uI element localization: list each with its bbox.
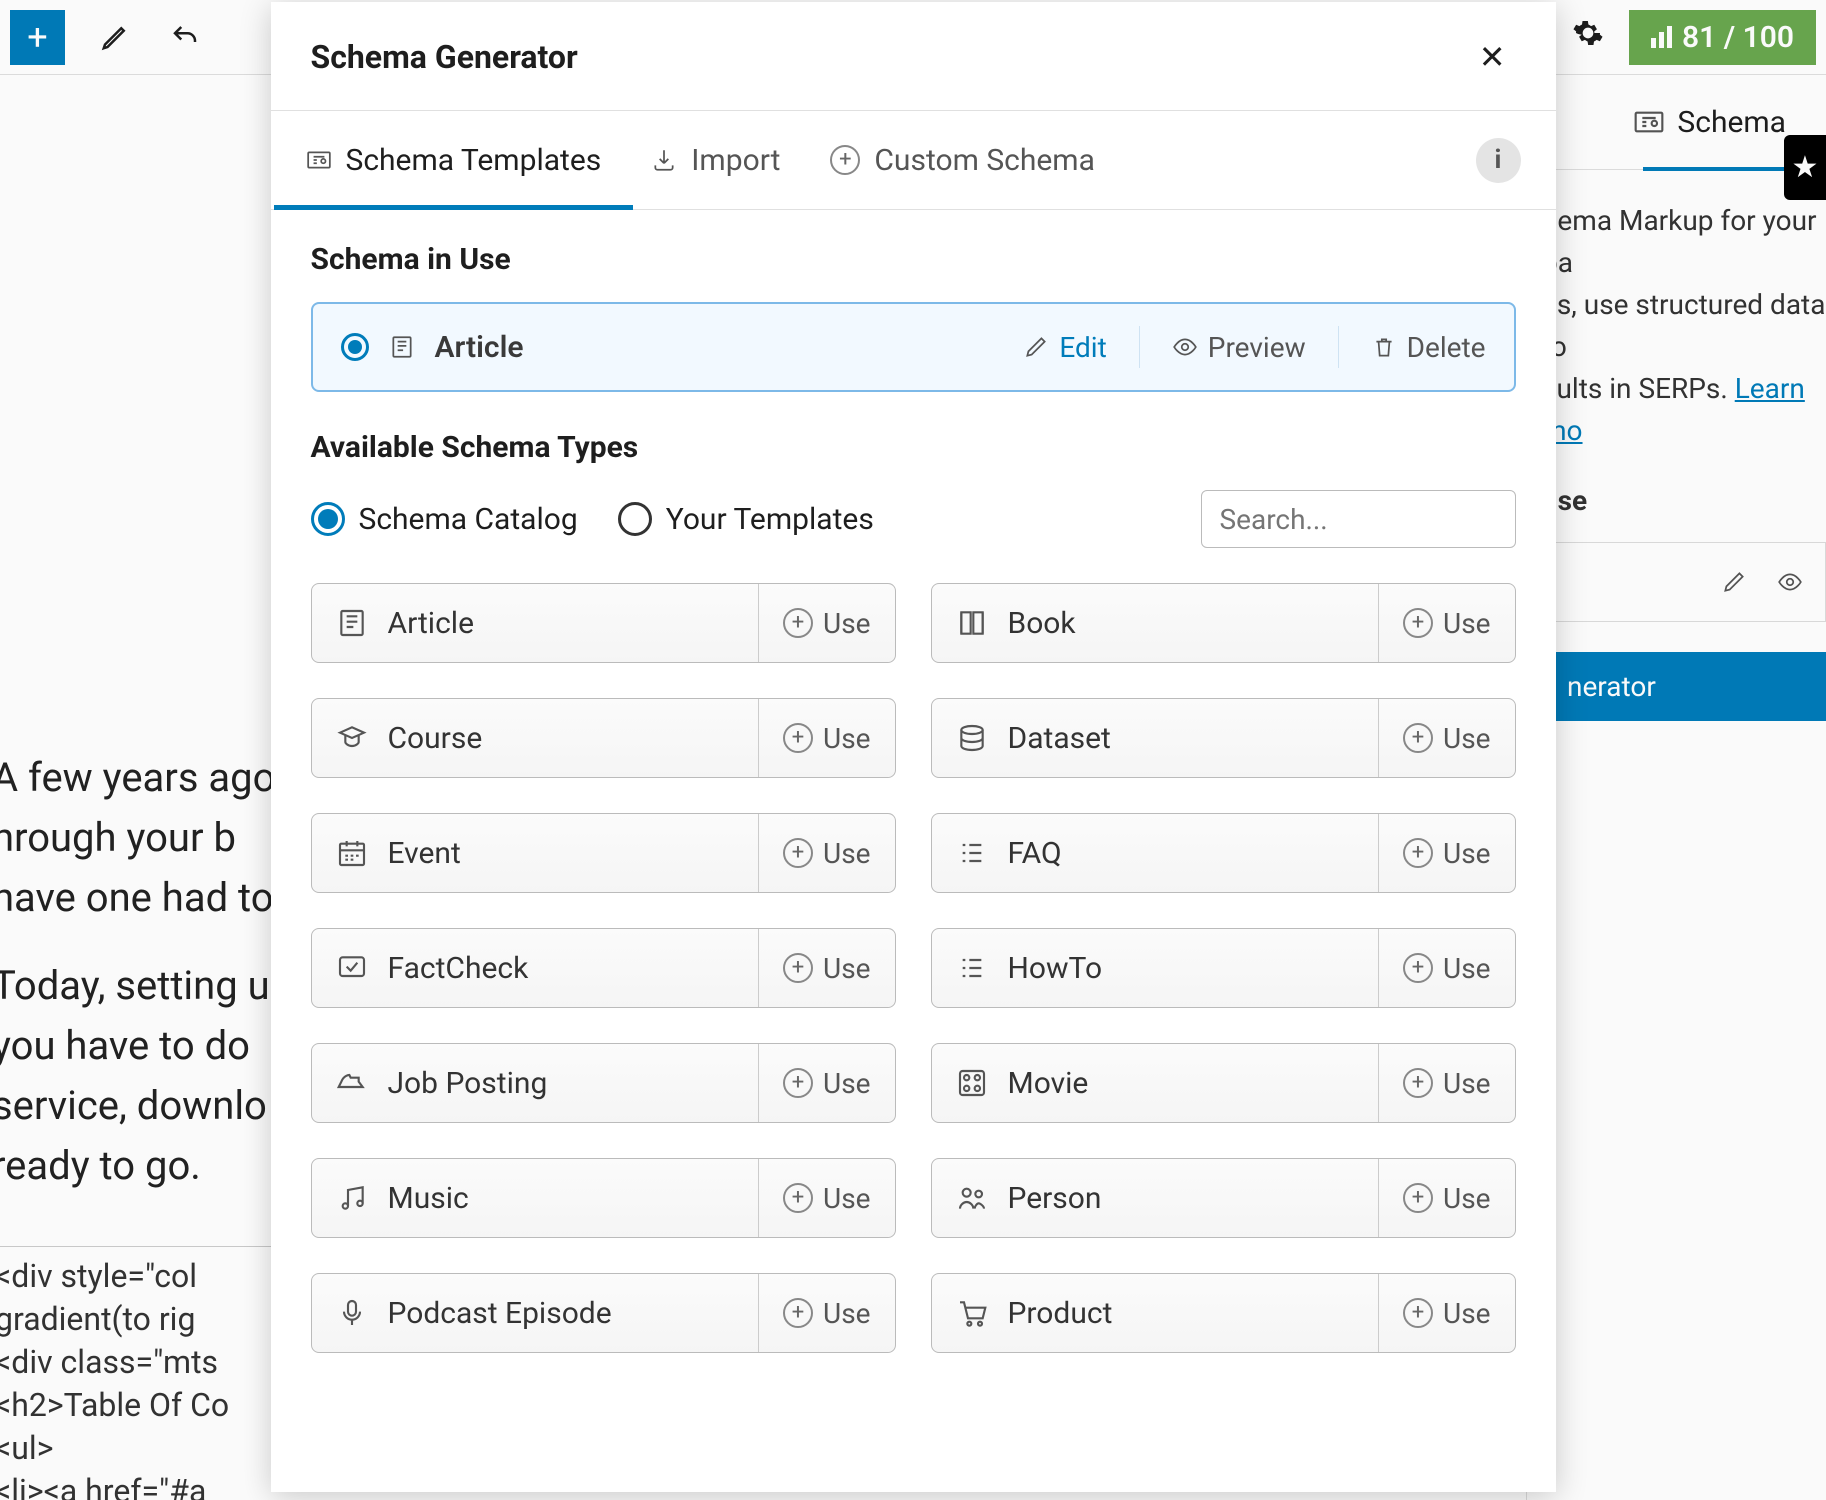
section-in-use-heading: Schema in Use	[311, 242, 1516, 277]
delete-button[interactable]: Delete	[1371, 331, 1486, 364]
schema-type-course: Course+Use	[311, 698, 896, 778]
section-available-heading: Available Schema Types	[311, 430, 1516, 465]
radio-your-templates[interactable]: Your Templates	[618, 502, 874, 537]
schema-type-label: Movie	[932, 1066, 1379, 1101]
use-button[interactable]: +Use	[758, 699, 894, 777]
schema-type-movie: Movie+Use	[931, 1043, 1516, 1123]
modal-overlay: Schema Generator ✕ Schema Templates Impo…	[0, 0, 1826, 1500]
schema-type-label: Book	[932, 606, 1379, 641]
tab-schema-templates[interactable]: Schema Templates	[306, 111, 602, 209]
schema-type-book: Book+Use	[931, 583, 1516, 663]
radio-selected-icon[interactable]	[341, 333, 369, 361]
use-button[interactable]: +Use	[1378, 584, 1514, 662]
plus-icon: +	[830, 145, 860, 175]
schema-type-label: Job Posting	[312, 1066, 759, 1101]
use-button[interactable]: +Use	[758, 1044, 894, 1122]
use-button[interactable]: +Use	[758, 929, 894, 1007]
info-icon[interactable]: i	[1476, 138, 1521, 183]
use-button[interactable]: +Use	[1378, 699, 1514, 777]
filter-row: Schema Catalog Your Templates	[311, 490, 1516, 548]
schema-type-event: Event+Use	[311, 813, 896, 893]
search-input[interactable]	[1201, 490, 1516, 548]
schema-generator-modal: Schema Generator ✕ Schema Templates Impo…	[271, 2, 1556, 1492]
schema-type-label: Person	[932, 1181, 1379, 1216]
edit-button[interactable]: Edit	[1023, 331, 1106, 364]
schema-type-howto: HowTo+Use	[931, 928, 1516, 1008]
close-icon[interactable]: ✕	[1469, 34, 1516, 80]
use-button[interactable]: +Use	[758, 584, 894, 662]
use-button[interactable]: +Use	[758, 1159, 894, 1237]
schema-type-label: HowTo	[932, 951, 1379, 986]
schema-type-faq: FAQ+Use	[931, 813, 1516, 893]
use-button[interactable]: +Use	[1378, 1159, 1514, 1237]
schema-type-label: Course	[312, 721, 759, 756]
schema-type-label: FAQ	[932, 836, 1379, 871]
use-button[interactable]: +Use	[1378, 814, 1514, 892]
use-button[interactable]: +Use	[758, 814, 894, 892]
schema-type-factcheck: FactCheck+Use	[311, 928, 896, 1008]
modal-title: Schema Generator	[311, 38, 578, 76]
radio-schema-catalog[interactable]: Schema Catalog	[311, 502, 578, 537]
schema-type-label: Event	[312, 836, 759, 871]
schema-type-dataset: Dataset+Use	[931, 698, 1516, 778]
schema-type-podcast-episode: Podcast Episode+Use	[311, 1273, 896, 1353]
in-use-name: Article	[435, 330, 524, 365]
schema-type-label: Music	[312, 1181, 759, 1216]
schema-type-grid: Article+UseBook+UseCourse+UseDataset+Use…	[311, 583, 1516, 1353]
use-button[interactable]: +Use	[1378, 929, 1514, 1007]
schema-in-use-row: Article Edit Preview Delete	[311, 302, 1516, 392]
use-button[interactable]: +Use	[1378, 1044, 1514, 1122]
schema-type-article: Article+Use	[311, 583, 896, 663]
tab-import[interactable]: Import	[651, 111, 780, 209]
schema-type-product: Product+Use	[931, 1273, 1516, 1353]
use-button[interactable]: +Use	[1378, 1274, 1514, 1352]
article-icon	[389, 334, 415, 360]
schema-type-label: FactCheck	[312, 951, 759, 986]
schema-type-label: Dataset	[932, 721, 1379, 756]
tab-custom-schema[interactable]: + Custom Schema	[830, 111, 1095, 209]
schema-type-person: Person+Use	[931, 1158, 1516, 1238]
preview-button[interactable]: Preview	[1172, 331, 1306, 364]
schema-type-job-posting: Job Posting+Use	[311, 1043, 896, 1123]
schema-type-label: Product	[932, 1296, 1379, 1331]
schema-type-label: Podcast Episode	[312, 1296, 759, 1331]
schema-type-label: Article	[312, 606, 759, 641]
use-button[interactable]: +Use	[758, 1274, 894, 1352]
modal-tabs: Schema Templates Import + Custom Schema …	[271, 110, 1556, 210]
schema-type-music: Music+Use	[311, 1158, 896, 1238]
